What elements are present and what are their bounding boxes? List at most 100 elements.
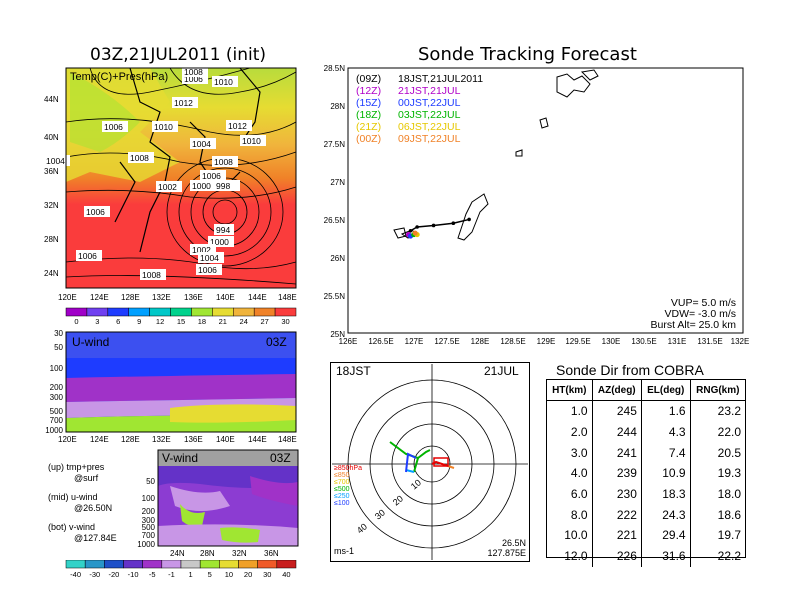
svg-text:(09Z): (09Z) [356, 73, 381, 85]
track-lon-tick: 126E [339, 337, 358, 346]
table-cell: 31.6 [641, 545, 691, 567]
island [393, 227, 407, 239]
table-cell: 18.3 [641, 483, 691, 505]
u-wind-x-tick: 120E [58, 435, 77, 444]
polar-level-label: ≥850hPa [334, 465, 362, 472]
table-cell: 22.2 [717, 549, 741, 564]
track-series [405, 217, 471, 239]
polar-ring-label: 30 [373, 507, 387, 521]
track-lon-tick: 131.5E [697, 337, 722, 346]
colorbar-swatch [238, 560, 258, 569]
table-cell: 19.7 [717, 528, 741, 543]
table-cell: 241 [592, 442, 642, 464]
isobar-label: 1008 [182, 66, 208, 77]
svg-text:18JST,21JUL2011: 18JST,21JUL2011 [398, 73, 483, 85]
lon-tick: 144E [248, 293, 267, 302]
track-lon-tick: 129.5E [565, 337, 590, 346]
svg-text:1004: 1004 [192, 139, 211, 149]
track-legend-item: (12Z) 21JST,21JUL [356, 85, 461, 97]
hodograph-segment [405, 469, 415, 473]
track-param: VDW= -3.0 m/s [665, 308, 736, 320]
island [556, 73, 591, 98]
colorbar-swatch [257, 560, 278, 569]
svg-text:1006: 1006 [198, 265, 217, 275]
colorbar-tick: 40 [282, 570, 290, 579]
svg-text:(21Z): (21Z) [356, 121, 381, 133]
colorbar-tick: 24 [240, 317, 248, 326]
svg-text:1006: 1006 [184, 74, 203, 84]
note-mid: (mid) u-wind [48, 492, 98, 502]
hodograph-segment [417, 449, 431, 459]
table-cell: 23.2 [717, 404, 741, 419]
polar-level-label: ≤100 [334, 500, 350, 507]
u-wind-x-tick: 128E [121, 435, 140, 444]
u-wind-band [66, 332, 296, 358]
track-point [467, 217, 471, 222]
colorbar-tick: 6 [116, 317, 120, 326]
table-cell: 6.0 [547, 483, 593, 505]
track-params: VUP= 5.0 m/s VDW= -3.0 m/s Burst Alt= 25… [651, 297, 737, 331]
svg-text:1000: 1000 [210, 237, 229, 247]
colorbar-swatch [65, 560, 86, 569]
polar-level-label: ≤250 [334, 493, 350, 500]
svg-text:1002: 1002 [192, 245, 211, 255]
table-row: 2.0 244 4.3 22.0 [547, 421, 745, 443]
table-cell: 18.0 [717, 487, 741, 502]
col-header: RNG(km) [690, 380, 745, 401]
isobar-label: 1002 [190, 244, 216, 255]
table-row: 8.0 222 24.3 18.6 [547, 504, 745, 526]
colorbar-swatch [107, 307, 129, 317]
sonde-table-title: Sonde Dir from COBRA [556, 362, 704, 378]
lon-tick: 128E [121, 293, 140, 302]
colorbar-swatch [128, 307, 150, 317]
isobar-label: 1012 [172, 97, 198, 108]
isobar-label: 1008 [212, 156, 238, 167]
svg-text:(12Z): (12Z) [356, 85, 381, 97]
colorbar-tick: 10 [225, 570, 233, 579]
colorbar-tick: 1 [188, 570, 192, 579]
v-wind-y-tick: 200 [142, 507, 156, 516]
colorbar-swatch [191, 307, 213, 317]
temp-pres-map-frame [65, 67, 297, 289]
lat-tick: 28N [44, 235, 59, 244]
u-wind-band [66, 374, 296, 402]
isobar-label-group: 1006 1008 1010 1012 1012 1010 1006 1008 … [44, 66, 266, 280]
svg-text:1012: 1012 [174, 98, 193, 108]
svg-text:998: 998 [216, 181, 230, 191]
table-cell: 226 [592, 545, 642, 567]
v-wind-y-tick: 500 [142, 523, 156, 532]
island [539, 117, 549, 129]
note-mid-2: @26.50N [74, 503, 113, 513]
track-point [412, 230, 418, 236]
u-wind-x-tick: 124E [90, 435, 109, 444]
note-bot: (bot) v-wind [48, 522, 96, 532]
v-wind-x-tick: 28N [200, 549, 215, 558]
v-wind-x-ticks: 24N 28N 32N 36N [170, 549, 279, 558]
svg-text:1008: 1008 [142, 270, 161, 280]
v-wind-label: V-wind [162, 451, 198, 465]
colorbar-tick: 20 [244, 570, 252, 579]
table-row: 1.0 245 1.6 23.2 [547, 400, 745, 422]
polar-level-label: ≤700 [334, 479, 350, 486]
table-cell: 4.3 [641, 421, 691, 443]
u-wind-frame [65, 331, 297, 433]
svg-text:21JST,21JUL: 21JST,21JUL [398, 85, 461, 97]
isobar-label: 1006 [84, 206, 110, 217]
v-wind-y-tick: 50 [146, 477, 155, 486]
isobar-label: 1012 [226, 120, 252, 131]
colorbar-tick: -30 [89, 570, 100, 579]
table-cell: 12.0 [547, 545, 593, 567]
u-wind-y-tick: 100 [50, 364, 64, 373]
svg-text:994: 994 [216, 225, 230, 235]
svg-text:1008: 1008 [130, 153, 149, 163]
v-wind-x-tick: 36N [264, 549, 279, 558]
lon-tick: 124E [90, 293, 109, 302]
colorbar-swatch [123, 560, 143, 569]
track-lat-ticks: 28.5N 28N 27.5N 27N 26.5N 26N 25.5N 25N [324, 64, 346, 339]
isobar-label: 1010 [240, 135, 266, 146]
sonde-track-map: 28.5N 28N 27.5N 27N 26.5N 26N 25.5N 25N … [324, 64, 750, 346]
lat-tick: 40N [44, 133, 59, 142]
colorbar-tick: 21 [219, 317, 227, 326]
table-cell: 245 [592, 400, 642, 422]
track-lon-tick: 130.5E [631, 337, 656, 346]
